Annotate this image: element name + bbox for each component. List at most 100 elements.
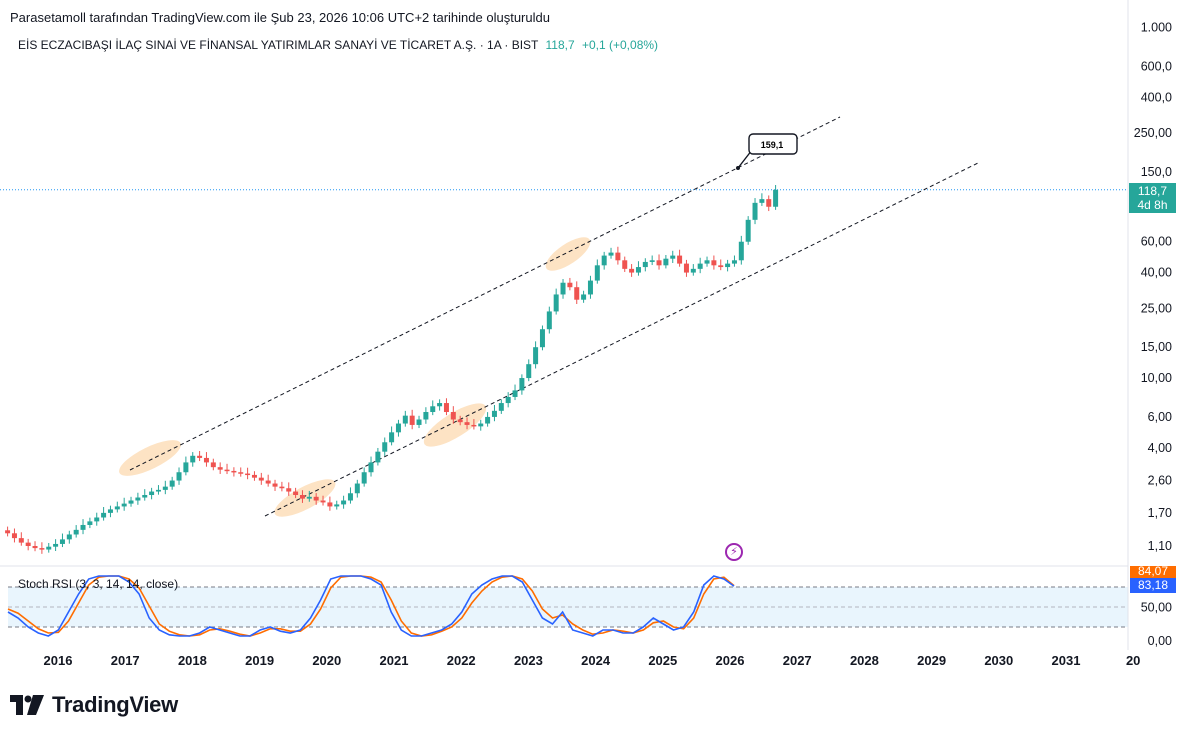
candle-body[interactable] <box>471 424 477 427</box>
candle-body[interactable] <box>286 488 292 492</box>
candle-body[interactable] <box>135 497 141 501</box>
candle-body[interactable] <box>53 543 59 547</box>
candle-body[interactable] <box>66 534 72 540</box>
candle-body[interactable] <box>450 412 456 420</box>
candle-body[interactable] <box>203 457 209 463</box>
candle-body[interactable] <box>574 287 580 300</box>
candle-body[interactable] <box>539 329 545 348</box>
candle-body[interactable] <box>245 473 251 476</box>
candle-body[interactable] <box>649 260 655 262</box>
candle-body[interactable] <box>519 378 525 391</box>
candle-body[interactable] <box>251 474 257 478</box>
candle-body[interactable] <box>59 539 65 544</box>
candle-body[interactable] <box>437 403 443 407</box>
candle-body[interactable] <box>635 267 641 273</box>
candle-body[interactable] <box>128 500 134 504</box>
candle-body[interactable] <box>615 252 621 261</box>
lightning-icon[interactable]: ⚡ <box>725 543 743 561</box>
candle-body[interactable] <box>773 189 779 207</box>
candle-body[interactable] <box>25 542 31 546</box>
candle-body[interactable] <box>485 416 491 424</box>
candle-body[interactable] <box>759 199 765 203</box>
candle-body[interactable] <box>265 480 271 484</box>
candle-body[interactable] <box>354 483 360 494</box>
candle-body[interactable] <box>581 294 587 300</box>
candle-body[interactable] <box>114 506 120 510</box>
candle-body[interactable] <box>416 419 422 425</box>
candle-body[interactable] <box>87 521 93 525</box>
candle-body[interactable] <box>423 412 429 420</box>
candle-body[interactable] <box>622 260 628 269</box>
candle-body[interactable] <box>670 255 676 259</box>
candle-body[interactable] <box>197 455 203 458</box>
candle-body[interactable] <box>299 495 305 499</box>
candle-body[interactable] <box>169 480 175 487</box>
candle-body[interactable] <box>683 263 689 273</box>
candle-body[interactable] <box>409 415 415 425</box>
candle-body[interactable] <box>320 500 326 503</box>
candle-body[interactable] <box>677 255 683 264</box>
candle-body[interactable] <box>18 538 24 543</box>
candle-body[interactable] <box>334 504 340 507</box>
candle-body[interactable] <box>279 486 285 489</box>
candle-body[interactable] <box>231 470 237 473</box>
candle-body[interactable] <box>711 260 717 266</box>
candle-body[interactable] <box>183 462 189 473</box>
candle-body[interactable] <box>149 491 155 496</box>
candle-body[interactable] <box>361 472 367 484</box>
candle-body[interactable] <box>587 280 593 295</box>
candle-body[interactable] <box>704 260 710 264</box>
candle-body[interactable] <box>553 294 559 312</box>
candle-body[interactable] <box>642 261 648 268</box>
candle-body[interactable] <box>375 451 381 463</box>
candle-body[interactable] <box>478 423 484 427</box>
candle-body[interactable] <box>567 282 573 288</box>
candle-body[interactable] <box>46 546 52 550</box>
candle-body[interactable] <box>533 347 539 365</box>
candle-body[interactable] <box>121 503 127 507</box>
candle-body[interactable] <box>190 455 196 463</box>
candle-body[interactable] <box>752 202 758 220</box>
candle-body[interactable] <box>94 517 100 522</box>
candle-body[interactable] <box>505 396 511 404</box>
candle-body[interactable] <box>443 403 449 413</box>
candle-body[interactable] <box>498 403 504 411</box>
candle-body[interactable] <box>382 442 388 452</box>
symbol-title[interactable]: EİS ECZACIBAŞI İLAÇ SINAİ VE FİNANSAL YA… <box>18 38 539 52</box>
candle-body[interactable] <box>73 529 79 535</box>
candle-body[interactable] <box>155 489 161 492</box>
candle-body[interactable] <box>745 219 751 242</box>
time-axis[interactable]: 2016 2017 2018 2019 2020 2021 2022 2023 2024 2025… <box>44 653 1141 668</box>
candle-body[interactable] <box>217 467 223 470</box>
candle-body[interactable] <box>389 432 395 443</box>
candle-body[interactable] <box>512 390 518 397</box>
candle-body[interactable] <box>663 258 669 266</box>
candle-body[interactable] <box>594 265 600 281</box>
candle-body[interactable] <box>629 268 635 273</box>
candle-body[interactable] <box>368 462 374 473</box>
candle-body[interactable] <box>11 533 17 539</box>
price-axis[interactable]: 1.000 600,0 400,0 250,00 150,0 60,00 40,00 25,0… <box>1134 21 1172 553</box>
candle-body[interactable] <box>526 364 532 379</box>
candle-body[interactable] <box>101 512 107 518</box>
candle-body[interactable] <box>601 255 607 266</box>
candle-body[interactable] <box>464 422 470 425</box>
candle-body[interactable] <box>341 500 347 505</box>
candle-body[interactable] <box>457 419 463 423</box>
candle-body[interactable] <box>430 406 436 413</box>
candle-body[interactable] <box>738 241 744 261</box>
candle-body[interactable] <box>210 462 216 468</box>
stoch-rsi-legend[interactable]: Stoch RSI (3, 3, 14, 14, close) <box>18 577 179 591</box>
candle-body[interactable] <box>725 263 731 268</box>
candlestick-series[interactable] <box>5 185 779 554</box>
candle-body[interactable] <box>766 199 772 207</box>
candle-body[interactable] <box>731 260 737 264</box>
candle-body[interactable] <box>39 548 45 550</box>
candle-body[interactable] <box>162 486 168 490</box>
candle-body[interactable] <box>107 509 113 513</box>
candle-body[interactable] <box>272 483 278 487</box>
candle-body[interactable] <box>690 268 696 273</box>
candle-body[interactable] <box>697 263 703 269</box>
candle-body[interactable] <box>347 493 353 501</box>
candle-body[interactable] <box>293 491 299 496</box>
